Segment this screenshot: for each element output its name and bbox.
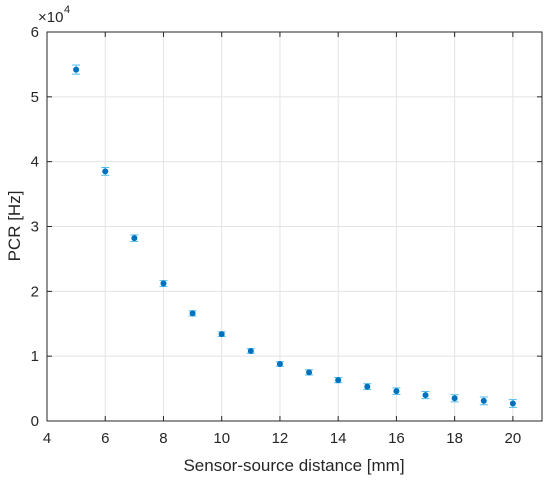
y-tick-label: 5 — [31, 89, 39, 106]
x-tick-label: 12 — [272, 430, 289, 447]
y-tick-labels: 0 1 2 3 4 5 6 — [31, 24, 39, 430]
data-point — [131, 235, 138, 242]
data-point — [73, 66, 80, 73]
data-point — [335, 377, 342, 384]
x-tick-label: 14 — [330, 430, 347, 447]
x-tick-label: 20 — [505, 430, 522, 447]
y-tick-label: 6 — [31, 24, 39, 41]
y-exponent-power: 4 — [64, 4, 70, 16]
data-point — [276, 360, 283, 367]
x-tick-labels: 4 6 8 10 12 14 16 18 20 — [43, 430, 521, 447]
x-axis-label: Sensor-source distance [mm] — [183, 456, 404, 475]
data-point — [247, 347, 254, 354]
x-tick-label: 8 — [159, 430, 167, 447]
y-tick-label: 2 — [31, 283, 39, 300]
x-tick-label: 18 — [446, 430, 463, 447]
data-points — [73, 66, 516, 407]
data-point — [422, 392, 429, 399]
x-tick-label: 4 — [43, 430, 51, 447]
y-tick-label: 3 — [31, 219, 39, 236]
data-point — [306, 369, 313, 376]
data-point — [364, 383, 371, 390]
data-point — [189, 310, 196, 317]
x-tick-label: 16 — [388, 430, 405, 447]
data-point — [218, 331, 225, 338]
data-point — [160, 280, 167, 287]
y-tick-label: 0 — [31, 413, 39, 430]
axis-ticks — [46, 31, 542, 422]
data-point — [480, 397, 487, 404]
y-exponent-base: ×10 — [38, 9, 63, 26]
data-point — [102, 168, 109, 175]
y-tick-label: 1 — [31, 348, 39, 365]
y-axis-label: PCR [Hz] — [5, 191, 24, 262]
data-point — [509, 400, 516, 407]
x-tick-label: 6 — [101, 430, 109, 447]
data-point — [393, 388, 400, 395]
data-point — [451, 395, 458, 402]
y-tick-label: 4 — [31, 154, 39, 171]
x-tick-label: 10 — [213, 430, 230, 447]
